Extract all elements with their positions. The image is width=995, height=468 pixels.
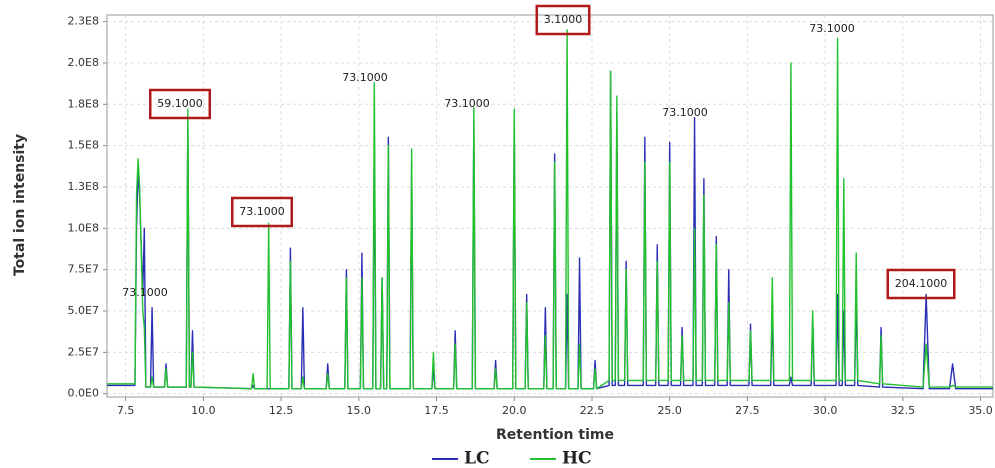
highlight-box bbox=[149, 88, 211, 120]
annotations: 73.1000 59.1000 73.1000 73.1000 73.1000 3.100… bbox=[122, 4, 956, 300]
legend-label: LC bbox=[464, 449, 489, 468]
series-lines bbox=[107, 29, 993, 390]
annotation: 73.1000 bbox=[239, 205, 285, 218]
x-tick-label: 15.0 bbox=[347, 404, 372, 417]
highlight-box bbox=[535, 4, 591, 36]
x-tick-label: 30.0 bbox=[813, 404, 838, 417]
x-tick-label: 35.0 bbox=[968, 404, 993, 417]
y-tick-label: 2.5E7 bbox=[68, 345, 99, 358]
annotation: 73.1000 bbox=[122, 286, 168, 299]
y-tick-label: 1.5E8 bbox=[68, 139, 99, 152]
y-tick-label: 2.0E8 bbox=[68, 56, 99, 69]
annotation: 204.1000 bbox=[895, 277, 948, 290]
annotation: 73.1000 bbox=[342, 71, 388, 84]
x-tick-label: 27.5 bbox=[735, 404, 760, 417]
x-tick-label: 12.5 bbox=[269, 404, 294, 417]
highlight-box bbox=[231, 196, 293, 228]
x-tick-label: 7.5 bbox=[117, 404, 135, 417]
annotation: 73.1000 bbox=[444, 97, 490, 110]
x-tick-label: 20.0 bbox=[502, 404, 527, 417]
series-line bbox=[107, 29, 993, 390]
annotation: 73.1000 bbox=[809, 22, 855, 35]
y-tick-label: 5.0E7 bbox=[68, 304, 99, 317]
x-tick-label: 17.5 bbox=[424, 404, 449, 417]
y-axis-title: Total ion intensity bbox=[12, 134, 28, 276]
highlight-box bbox=[886, 268, 956, 300]
x-tick-label: 32.5 bbox=[891, 404, 916, 417]
legend-label: HC bbox=[562, 449, 592, 468]
y-tick-label: 1.3E8 bbox=[68, 180, 99, 193]
legend: LC HC bbox=[432, 449, 592, 468]
y-tick-label: 0.0E0 bbox=[68, 387, 99, 400]
y-tick-label: 2.3E8 bbox=[68, 15, 99, 28]
y-tick-label: 7.5E7 bbox=[68, 263, 99, 276]
annotation: 73.1000 bbox=[662, 106, 708, 119]
annotation: 3.1000 bbox=[544, 13, 583, 26]
x-tick-label: 10.0 bbox=[191, 404, 216, 417]
y-tick-label: 1.8E8 bbox=[68, 97, 99, 110]
x-tick-label: 25.0 bbox=[657, 404, 682, 417]
x-tick-label: 22.5 bbox=[580, 404, 605, 417]
y-tick-label: 1.0E8 bbox=[68, 221, 99, 234]
x-axis-title: Retention time bbox=[496, 427, 614, 443]
annotation: 59.1000 bbox=[157, 97, 203, 110]
